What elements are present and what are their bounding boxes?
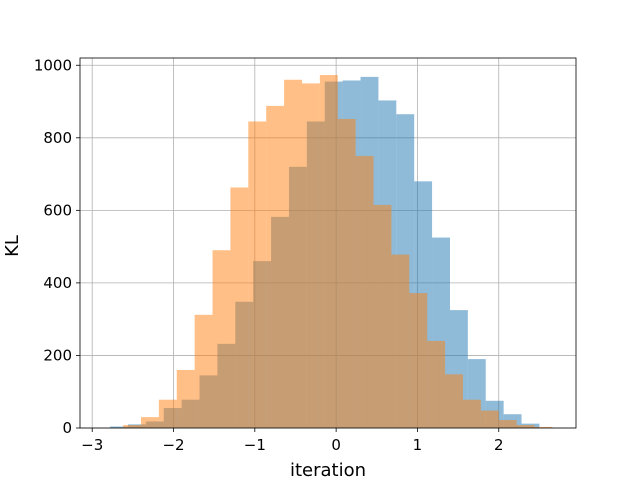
y-tick-label: 1000 [34,56,72,74]
y-tick-label: 200 [43,346,72,364]
histogram-bar-series-2 [319,75,338,429]
y-tick-label: 600 [43,201,72,219]
x-tick-label: −2 [162,436,184,454]
histogram-bar-series-2 [266,105,285,428]
histogram-bar-series-2 [158,399,177,428]
histogram-bar-series-2 [427,340,446,428]
histogram-bar-series-2 [284,79,302,428]
histogram-bar-series-2 [194,314,213,428]
histogram-bar-series-2 [445,374,463,428]
plot-frame [79,57,577,429]
histogram-bar-series-2 [248,121,267,428]
x-tick-label: −1 [244,436,266,454]
x-tick-label: 0 [331,436,341,454]
histogram-bar-series-1 [110,426,128,428]
y-tick-label: 800 [43,129,72,147]
histogram-bar-series-2 [140,417,159,428]
y-tick-label: 400 [43,274,72,292]
histogram-bar-series-2 [498,420,517,428]
x-axis-label: iteration [290,460,366,480]
x-tick-label: −3 [81,436,103,454]
bars-layer [110,75,553,429]
histogram-bar-series-2 [391,254,410,428]
histogram-bar-series-2 [212,250,231,428]
histogram-bar-series-2 [462,399,481,428]
histogram-bar-series-2 [176,369,195,428]
x-tick-label: 1 [413,436,423,454]
ticks-layer: −3 −2 −1 0 1 2 0 200 400 600 800 1000 [34,56,504,454]
histogram-bar-series-2 [355,155,374,429]
histogram-bar-series-2 [301,83,320,429]
histogram-bar-series-2 [123,425,141,428]
histogram-bar-series-2 [480,410,499,428]
histogram-bar-series-2 [409,293,428,428]
y-tick-label: 0 [62,419,72,437]
histogram-bar-series-2 [337,118,356,429]
histogram-bar-series-2 [230,187,249,428]
histogram-bar-series-2 [373,204,392,428]
x-tick-label: 2 [494,436,504,454]
histogram-bar-series-2 [534,426,553,428]
y-axis-label: KL [2,235,23,257]
histogram-bar-series-2 [516,425,535,428]
